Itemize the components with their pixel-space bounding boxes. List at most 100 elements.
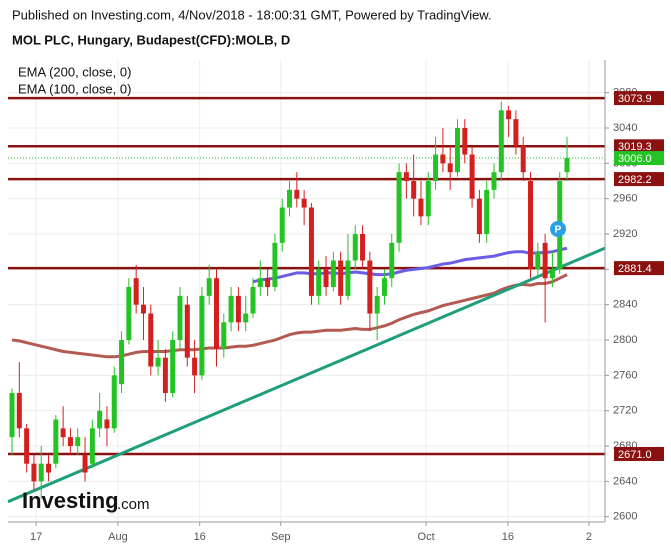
candle-body bbox=[279, 207, 285, 243]
candle-body bbox=[257, 278, 263, 288]
candle-body bbox=[498, 110, 504, 173]
candle-body bbox=[9, 393, 15, 438]
candle-body bbox=[67, 437, 73, 447]
x-tick-label: 17 bbox=[30, 531, 42, 543]
candle-body bbox=[287, 189, 293, 208]
last-price-label: 3006.0 bbox=[618, 153, 652, 165]
x-tick-label: 16 bbox=[502, 531, 514, 543]
ema-line bbox=[11, 273, 568, 359]
candle-body bbox=[119, 340, 125, 385]
level-label: 2671.0 bbox=[618, 449, 652, 461]
level-box bbox=[614, 261, 664, 276]
candle-body bbox=[549, 269, 555, 279]
candle-body bbox=[140, 304, 146, 314]
y-tick-label: 2600 bbox=[613, 511, 637, 523]
level-label: 2881.4 bbox=[618, 263, 652, 275]
y-tick-label: 2960 bbox=[613, 193, 637, 205]
x-tick-label: Aug bbox=[108, 531, 128, 543]
candle-body bbox=[528, 181, 534, 270]
y-tick-label: 3040 bbox=[613, 122, 637, 134]
y-tick-label: 2840 bbox=[613, 299, 637, 311]
legend-label: EMA (200, close, 0) bbox=[18, 64, 131, 79]
candle-body bbox=[184, 304, 190, 358]
candle-body bbox=[323, 269, 329, 288]
candle-body bbox=[148, 313, 154, 367]
candle-body bbox=[411, 181, 417, 199]
candle-body bbox=[294, 189, 300, 199]
candle-body bbox=[206, 278, 212, 296]
candle-body bbox=[564, 158, 570, 173]
candle-body bbox=[403, 172, 409, 182]
ema-line bbox=[252, 246, 568, 284]
y-tick-label: 2640 bbox=[613, 475, 637, 487]
legend-label: EMA (100, close, 0) bbox=[18, 81, 131, 96]
candle-body bbox=[82, 454, 88, 473]
candle-body bbox=[111, 375, 117, 429]
candle-body bbox=[360, 234, 366, 261]
candle-body bbox=[491, 172, 497, 190]
candle-body bbox=[243, 313, 249, 323]
candle-body bbox=[24, 428, 30, 464]
candle-body bbox=[454, 128, 460, 173]
last-price-box bbox=[614, 151, 664, 166]
logo-suffix: .com bbox=[117, 496, 150, 513]
candle-body bbox=[367, 260, 373, 314]
candle-body bbox=[97, 410, 103, 429]
candle-body bbox=[126, 287, 132, 341]
candle-body bbox=[192, 357, 198, 376]
candle-body bbox=[374, 295, 380, 314]
candle-body bbox=[155, 357, 161, 367]
candle-body bbox=[542, 242, 548, 279]
candle-body bbox=[462, 128, 468, 155]
logo: Investing bbox=[22, 488, 119, 513]
candle-body bbox=[316, 269, 322, 296]
published-note: Published on Investing.com, 4/Nov/2018 -… bbox=[12, 7, 492, 22]
candle-body bbox=[447, 163, 453, 173]
level-label: 3073.9 bbox=[618, 93, 652, 105]
candle-body bbox=[440, 154, 446, 164]
pivot-badge bbox=[550, 221, 566, 237]
candle-body bbox=[228, 295, 234, 323]
candle-body bbox=[389, 242, 395, 279]
x-tick-label: 2 bbox=[586, 531, 592, 543]
candle-body bbox=[381, 278, 387, 296]
candle-body bbox=[16, 393, 22, 429]
candle-body bbox=[506, 110, 512, 120]
candle-body bbox=[301, 198, 307, 208]
candle-body bbox=[520, 145, 526, 173]
x-tick-label: Sep bbox=[271, 531, 291, 543]
candle-body bbox=[418, 198, 424, 217]
x-tick-label: 16 bbox=[194, 531, 206, 543]
candle-body bbox=[38, 463, 44, 482]
candle-body bbox=[162, 357, 168, 394]
candle-body bbox=[272, 242, 278, 288]
level-box bbox=[614, 446, 664, 461]
candle-body bbox=[265, 278, 271, 288]
candle-body bbox=[235, 295, 241, 323]
candle-body bbox=[338, 260, 344, 296]
y-tick-label: 2800 bbox=[613, 334, 637, 346]
candle-body bbox=[104, 419, 110, 429]
level-box bbox=[614, 139, 664, 154]
candle-body bbox=[484, 189, 490, 235]
candle-body bbox=[177, 295, 183, 341]
candle-body bbox=[60, 428, 66, 438]
candle-body bbox=[476, 198, 482, 235]
candle-body bbox=[352, 234, 358, 261]
y-tick-label: 2720 bbox=[613, 405, 637, 417]
candle-body bbox=[330, 260, 336, 288]
candle-body bbox=[221, 322, 227, 349]
candle-body bbox=[213, 278, 219, 349]
candle-body bbox=[345, 260, 351, 296]
candle-body bbox=[31, 463, 37, 482]
x-tick-label: Oct bbox=[418, 531, 435, 543]
level-label: 3019.3 bbox=[618, 141, 652, 153]
pivot-badge-text: P bbox=[555, 225, 562, 236]
candle-body bbox=[170, 340, 176, 394]
candle-body bbox=[308, 207, 314, 296]
symbol-title: MOL PLC, Hungary, Budapest(CFD):MOLB, D bbox=[12, 32, 290, 47]
candle-body bbox=[469, 154, 475, 199]
candle-body bbox=[46, 463, 52, 473]
candle-body bbox=[89, 428, 95, 464]
